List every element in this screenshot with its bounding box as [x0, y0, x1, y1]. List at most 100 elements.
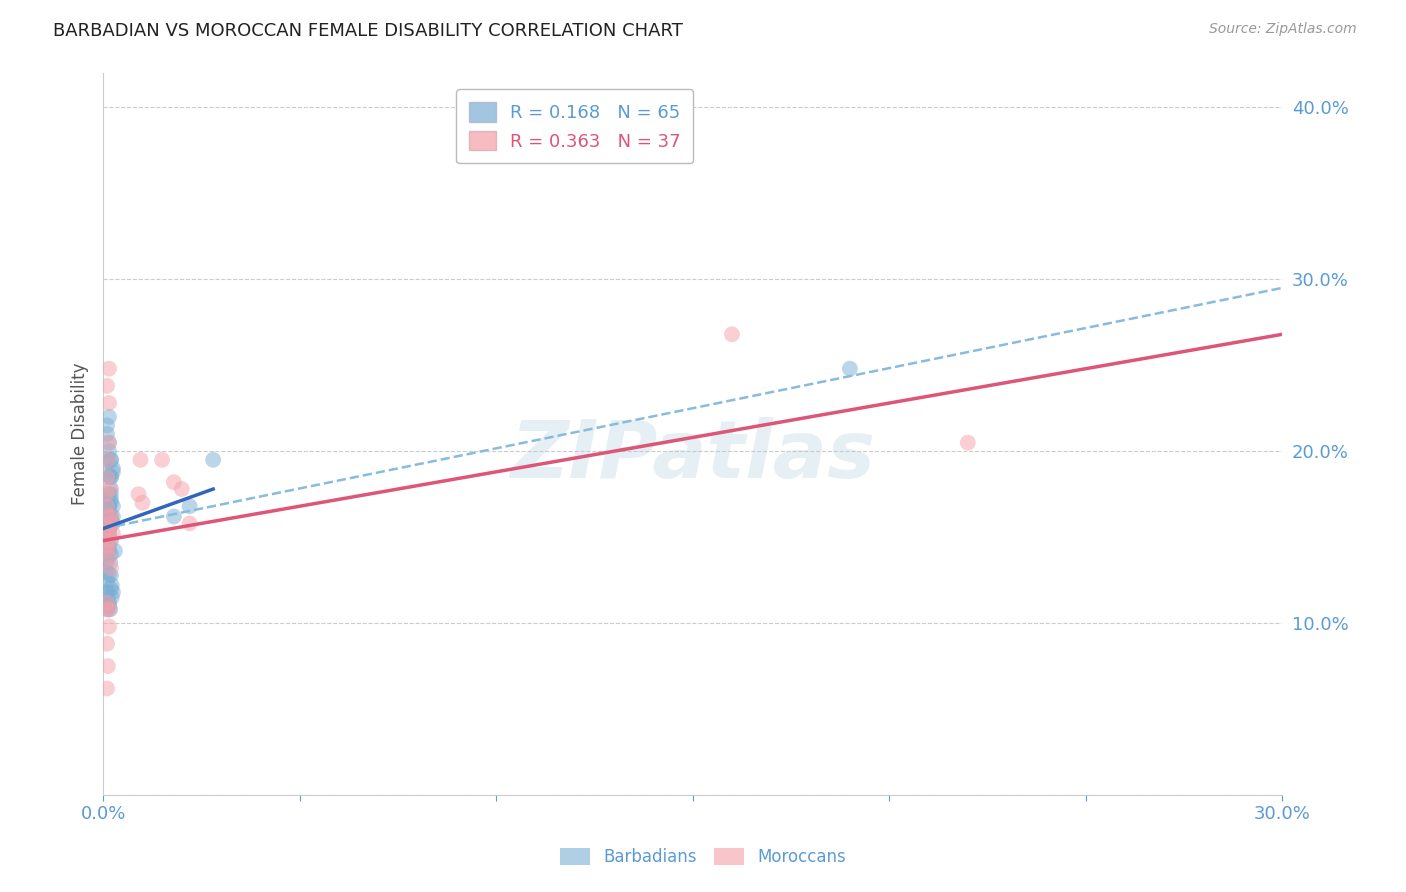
Point	[98, 409, 121, 424]
Point	[170, 482, 193, 496]
Point	[100, 482, 122, 496]
Point	[101, 465, 124, 479]
Point	[101, 516, 124, 531]
Point	[98, 522, 121, 536]
Point	[98, 396, 121, 410]
Point	[98, 556, 121, 570]
Point	[100, 492, 122, 507]
Point	[96, 573, 118, 587]
Point	[98, 487, 121, 501]
Point	[838, 361, 860, 376]
Point	[956, 435, 979, 450]
Point	[98, 568, 121, 582]
Point	[96, 539, 118, 553]
Point	[98, 522, 121, 536]
Point	[179, 500, 201, 514]
Point	[100, 516, 122, 531]
Point	[98, 602, 121, 616]
Text: ZIPatlas: ZIPatlas	[510, 417, 875, 495]
Point	[100, 582, 122, 596]
Point	[98, 435, 121, 450]
Point	[98, 550, 121, 565]
Point	[98, 444, 121, 458]
Legend: Barbadians, Moroccans: Barbadians, Moroccans	[554, 841, 852, 873]
Point	[202, 452, 225, 467]
Point	[98, 509, 121, 524]
Point	[96, 427, 118, 442]
Point	[98, 533, 121, 548]
Point	[97, 585, 120, 599]
Point	[98, 361, 121, 376]
Point	[96, 602, 118, 616]
Point	[100, 470, 122, 484]
Point	[96, 487, 118, 501]
Point	[96, 500, 118, 514]
Point	[98, 544, 121, 558]
Point	[97, 591, 120, 605]
Point	[98, 526, 121, 541]
Point	[98, 602, 121, 616]
Point	[179, 516, 201, 531]
Point	[100, 591, 122, 605]
Point	[96, 516, 118, 531]
Point	[100, 496, 122, 510]
Point	[104, 544, 127, 558]
Point	[96, 452, 118, 467]
Point	[98, 482, 121, 496]
Point	[98, 435, 121, 450]
Point	[100, 516, 122, 531]
Point	[100, 452, 122, 467]
Point	[101, 509, 124, 524]
Point	[100, 452, 122, 467]
Point	[96, 379, 118, 393]
Point	[97, 544, 120, 558]
Point	[98, 522, 121, 536]
Point	[98, 599, 121, 613]
Point	[96, 556, 118, 570]
Point	[100, 561, 122, 575]
Point	[96, 465, 118, 479]
Point	[96, 533, 118, 548]
Point	[98, 504, 121, 518]
Point	[101, 585, 124, 599]
Point	[97, 659, 120, 673]
Point	[100, 509, 122, 524]
Point	[96, 492, 118, 507]
Point	[100, 487, 122, 501]
Point	[96, 681, 118, 696]
Point	[98, 526, 121, 541]
Point	[96, 585, 118, 599]
Point	[100, 533, 122, 548]
Point	[98, 500, 121, 514]
Point	[100, 470, 122, 484]
Point	[128, 487, 150, 501]
Point	[98, 500, 121, 514]
Point	[97, 602, 120, 616]
Point	[98, 470, 121, 484]
Point	[96, 595, 118, 609]
Point	[96, 513, 118, 527]
Point	[100, 547, 122, 561]
Point	[97, 452, 120, 467]
Point	[163, 475, 186, 490]
Point	[101, 500, 124, 514]
Point	[98, 522, 121, 536]
Point	[100, 578, 122, 592]
Point	[100, 509, 122, 524]
Point	[97, 533, 120, 548]
Point	[98, 595, 121, 609]
Point	[96, 470, 118, 484]
Point	[129, 452, 152, 467]
Point	[163, 509, 186, 524]
Point	[98, 619, 121, 633]
Point	[131, 496, 153, 510]
Point	[98, 509, 121, 524]
Point	[96, 550, 118, 565]
Point	[96, 595, 118, 609]
Y-axis label: Female Disability: Female Disability	[72, 363, 89, 505]
Point	[101, 526, 124, 541]
Point	[96, 637, 118, 651]
Point	[96, 565, 118, 579]
Point	[721, 327, 744, 342]
Point	[100, 568, 122, 582]
